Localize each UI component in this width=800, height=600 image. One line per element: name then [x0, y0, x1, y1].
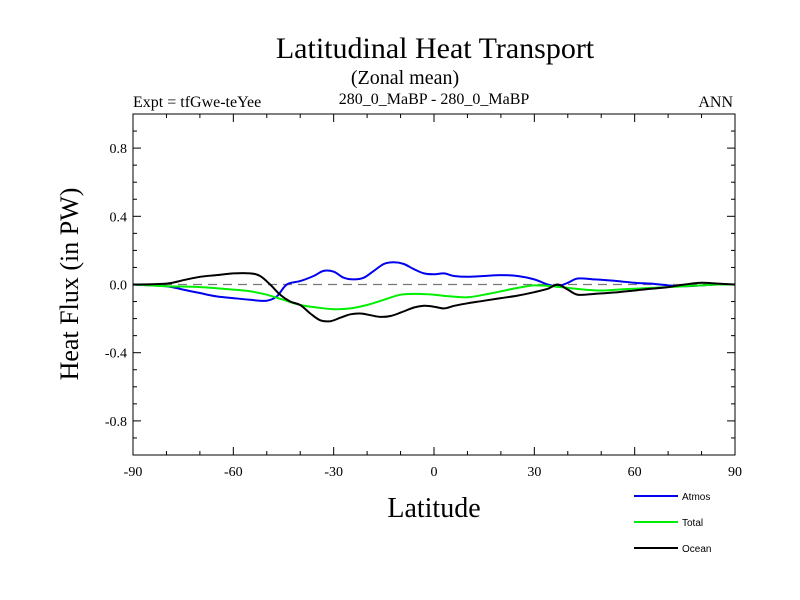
x-tick-label: -90: [124, 465, 143, 480]
experiment-label: Expt = tfGwe-teYee: [133, 94, 261, 111]
y-tick-label: 0.0: [110, 279, 128, 294]
chart-title: Latitudinal Heat Transport: [276, 32, 595, 65]
chart-subtitle: (Zonal mean): [351, 67, 459, 89]
legend-label-ocean: Ocean: [682, 544, 711, 555]
season-label: ANN: [698, 94, 733, 111]
y-tick-label: -0.4: [105, 347, 127, 362]
x-axis-label: Latitude: [387, 493, 480, 524]
series-line-atmos: [132, 261, 736, 302]
legend: Atmos Total Ocean: [634, 492, 711, 555]
series-line-total: [132, 283, 736, 311]
x-tick-labels: -90 -60 -30 0 30 60 90: [124, 465, 742, 480]
x-tick-label: 90: [728, 465, 742, 480]
series-line-ocean: [132, 272, 736, 323]
y-tick-label: 0.4: [110, 210, 128, 225]
legend-label-total: Total: [682, 518, 703, 529]
x-tick-label: 0: [431, 465, 438, 480]
legend-label-atmos: Atmos: [682, 492, 710, 503]
series-lines: [132, 261, 736, 323]
y-tick-label: -0.8: [105, 415, 127, 430]
x-tick-label: -60: [224, 465, 243, 480]
plot-frame: [132, 113, 736, 456]
y-tick-label: 0.8: [110, 142, 128, 157]
x-tick-label: 60: [628, 465, 642, 480]
y-axis-label: Heat Flux (in PW): [55, 188, 84, 381]
y-tick-labels: -0.8 -0.4 0.0 0.4 0.8: [105, 142, 127, 430]
x-tick-label: -30: [324, 465, 343, 480]
center-label: 280_0_MaBP - 280_0_MaBP: [339, 91, 530, 108]
x-tick-label: 30: [527, 465, 541, 480]
